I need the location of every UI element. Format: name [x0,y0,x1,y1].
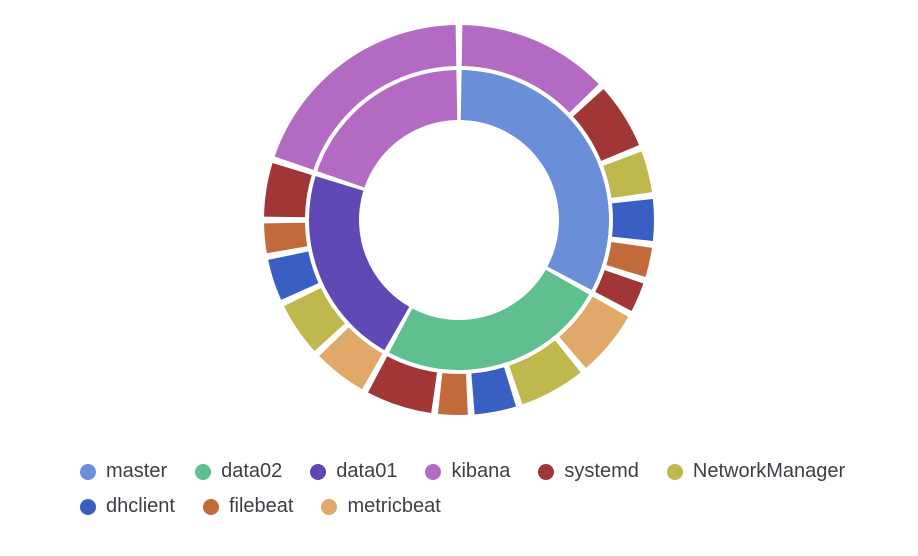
legend-label: data02 [221,460,282,483]
legend-item-filebeat[interactable]: filebeat [203,495,294,518]
legend-item-networkmanager[interactable]: NetworkManager [667,460,845,483]
legend-swatch-icon [425,464,441,480]
legend-swatch-icon [80,464,96,480]
legend-swatch-icon [80,499,96,515]
legend-swatch-icon [538,464,554,480]
legend-swatch-icon [310,464,326,480]
inner-slice-master[interactable] [461,70,609,290]
legend-label: master [106,460,167,483]
outer-slice-dhclient[interactable] [471,367,516,414]
outer-slice-dhclient[interactable] [268,251,318,299]
nested-donut-chart: master data02 data01 kibana systemd NetworkMa… [0,0,918,556]
donut-rings [0,10,918,430]
donut-svg [249,10,669,430]
legend-label: data01 [336,460,397,483]
legend-item-master[interactable]: master [80,460,167,483]
outer-slice-filebeat[interactable] [264,223,307,254]
legend-swatch-icon [667,464,683,480]
legend-label: metricbeat [347,495,440,518]
legend-swatch-icon [195,464,211,480]
legend-item-systemd[interactable]: systemd [538,460,638,483]
legend-label: filebeat [229,495,294,518]
legend-label: NetworkManager [693,460,845,483]
outer-slice-NetworkManager[interactable] [603,151,652,198]
outer-slice-dhclient[interactable] [612,199,654,241]
legend: master data02 data01 kibana systemd NetworkMa… [80,460,878,518]
legend-swatch-icon [203,499,219,515]
legend-item-kibana[interactable]: kibana [425,460,510,483]
outer-slice-filebeat[interactable] [606,242,652,277]
legend-item-data02[interactable]: data02 [195,460,282,483]
legend-item-metricbeat[interactable]: metricbeat [321,495,440,518]
legend-label: dhclient [106,495,175,518]
legend-item-dhclient[interactable]: dhclient [80,495,175,518]
legend-label: systemd [564,460,638,483]
outer-slice-systemd[interactable] [264,163,312,217]
legend-label: kibana [451,460,510,483]
legend-swatch-icon [321,499,337,515]
outer-slice-filebeat[interactable] [438,373,468,415]
legend-item-data01[interactable]: data01 [310,460,397,483]
